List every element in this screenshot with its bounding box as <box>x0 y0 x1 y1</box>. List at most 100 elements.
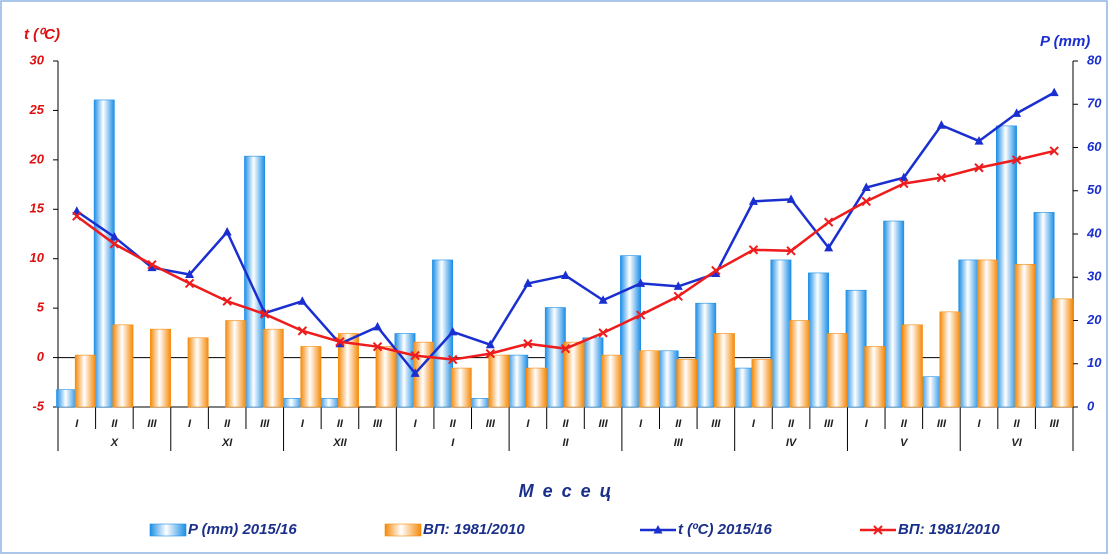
bar <box>657 350 679 408</box>
marker <box>974 136 984 145</box>
bar <box>582 337 604 408</box>
bar <box>262 328 284 408</box>
x-tick-label: III <box>711 418 721 430</box>
x-tick-label: I <box>752 418 756 430</box>
marker <box>824 242 834 252</box>
x-tick-label: II <box>1014 418 1021 430</box>
x-tick-label: I <box>301 418 305 430</box>
y-tick-label: 0 <box>37 349 45 364</box>
bar <box>1014 263 1036 408</box>
y-tick-label: 25 <box>29 102 45 117</box>
x-tick-label: II <box>450 418 457 430</box>
group-label: V <box>900 437 909 449</box>
y-tick-label: 20 <box>29 151 45 166</box>
bar <box>1052 298 1074 408</box>
marker <box>873 525 883 535</box>
marker <box>1011 155 1022 165</box>
y2-tick-label: 70 <box>1087 96 1102 111</box>
bar <box>525 367 547 408</box>
bar <box>56 389 78 408</box>
marker <box>974 163 984 173</box>
y2-axis-label: P (mm) <box>1040 33 1090 50</box>
x-tick-label: III <box>147 418 157 430</box>
marker <box>448 326 458 336</box>
bar <box>338 333 359 408</box>
bar <box>808 272 829 408</box>
legend-label: ВП: 1981/2010 <box>423 521 525 538</box>
marker <box>653 525 663 534</box>
group-label: XI <box>221 437 233 449</box>
bar <box>883 220 905 408</box>
x-tick-label: III <box>599 418 609 430</box>
x-tick-label: II <box>337 418 344 430</box>
marker <box>410 368 420 377</box>
bar <box>450 367 472 408</box>
marker <box>598 328 608 338</box>
marker <box>109 231 119 241</box>
x-tick-label: II <box>901 418 908 430</box>
x-tick-label: I <box>865 418 869 430</box>
marker <box>711 268 721 278</box>
bar <box>977 259 998 408</box>
legend-label: ВП: 1981/2010 <box>898 521 1000 538</box>
marker <box>335 337 345 347</box>
bar <box>281 398 303 408</box>
marker <box>485 339 495 349</box>
marker <box>673 291 683 301</box>
y-tick-label: 15 <box>30 201 45 216</box>
legend-label: P (mm) 2015/16 <box>188 521 297 538</box>
marker <box>635 310 646 320</box>
group-label: II <box>562 437 569 449</box>
x-axis-label: М е с е ц <box>519 481 614 501</box>
bar <box>601 354 623 408</box>
group-label: I <box>451 437 455 449</box>
marker <box>560 343 571 354</box>
group-label: X <box>110 437 119 449</box>
x-tick-label: II <box>111 418 118 430</box>
x-tick-label: II <box>224 418 231 430</box>
y2-tick-label: 40 <box>1086 225 1102 240</box>
marker <box>147 259 157 270</box>
x-tick-label: I <box>526 418 530 430</box>
x-tick-label: I <box>75 418 79 430</box>
bar <box>488 354 510 408</box>
bar <box>958 259 980 408</box>
y2-tick-label: 80 <box>1087 52 1102 67</box>
marker <box>1049 146 1059 156</box>
group-label: III <box>674 437 684 449</box>
legend-swatch <box>149 523 187 537</box>
x-tick-label: I <box>639 418 643 430</box>
bar <box>695 302 717 408</box>
marker <box>561 270 570 280</box>
y-tick-label: -5 <box>32 398 44 413</box>
marker <box>786 194 796 203</box>
bar <box>150 328 171 408</box>
marker <box>1012 108 1022 117</box>
bar <box>300 346 322 408</box>
bar <box>93 99 115 408</box>
group-label: IV <box>786 437 798 449</box>
marker <box>861 182 871 192</box>
marker <box>711 265 721 276</box>
marker <box>936 120 946 129</box>
group-label: VI <box>1011 437 1022 449</box>
marker <box>673 281 683 290</box>
bar <box>544 307 566 408</box>
marker <box>297 326 308 336</box>
x-tick-label: III <box>1050 418 1060 430</box>
marker <box>185 269 195 279</box>
bar <box>638 350 660 408</box>
y-tick-label: 10 <box>30 250 45 265</box>
bar <box>920 376 942 408</box>
bar <box>996 125 1017 408</box>
x-tick-label: I <box>977 418 981 430</box>
marker <box>748 245 759 255</box>
x-tick-label: II <box>788 418 795 430</box>
y-tick-label: 30 <box>30 52 45 67</box>
bar <box>1033 212 1055 408</box>
bar <box>112 324 134 408</box>
marker <box>786 246 796 256</box>
marker <box>899 172 909 182</box>
marker <box>448 354 458 365</box>
